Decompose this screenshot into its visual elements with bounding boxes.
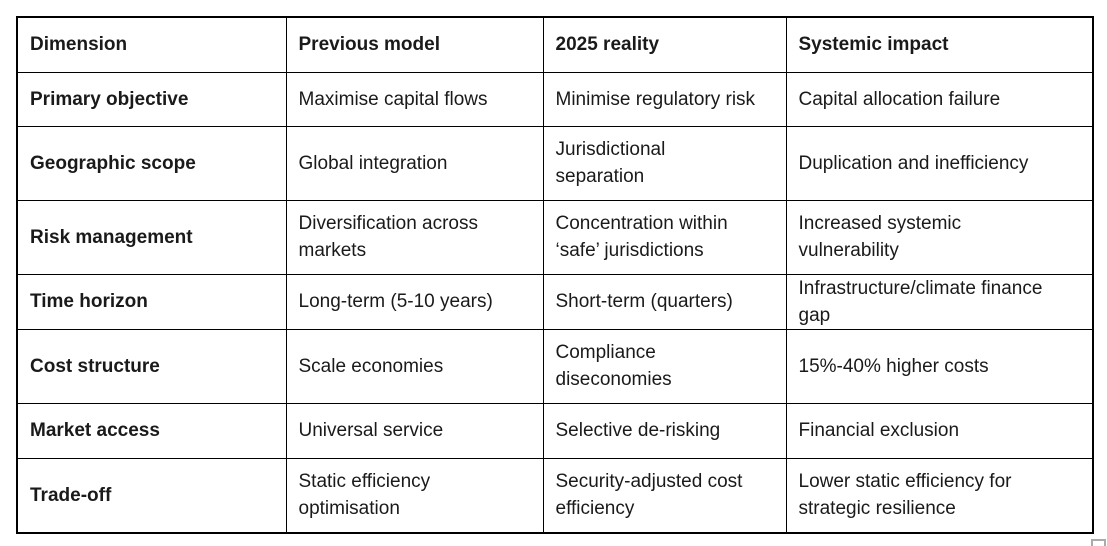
resize-handle[interactable]: [1091, 539, 1106, 546]
comparison-table: Dimension Previous model 2025 reality Sy…: [16, 16, 1094, 534]
cell-2025-reality: Security-adjusted cost efficiency: [542, 457, 787, 534]
cell-systemic-impact: Financial exclusion: [785, 402, 1094, 459]
cell-dimension: Geographic scope: [16, 125, 287, 201]
cell-previous-model: Diversification across markets: [285, 199, 544, 275]
table-row: Primary objective Maximise capital flows…: [16, 71, 1094, 127]
table-row: Trade-off Static efficiency optimisation…: [16, 457, 1094, 534]
cell-dimension: Cost structure: [16, 328, 287, 404]
table-header-row: Dimension Previous model 2025 reality Sy…: [16, 16, 1094, 73]
cell-dimension: Trade-off: [16, 457, 287, 534]
cell-systemic-impact: 15%-40% higher costs: [785, 328, 1094, 404]
cell-previous-model: Global integration: [285, 125, 544, 201]
cell-previous-model: Scale economies: [285, 328, 544, 404]
column-header-2025-reality: 2025 reality: [542, 16, 787, 73]
cell-2025-reality: Selective de-risking: [542, 402, 787, 459]
table-row: Cost structure Scale economies Complianc…: [16, 328, 1094, 404]
cell-previous-model: Universal service: [285, 402, 544, 459]
cell-systemic-impact: Infrastructure/climate finance gap: [785, 273, 1094, 330]
table-row: Time horizon Long-term (5-10 years) Shor…: [16, 273, 1094, 330]
column-header-dimension: Dimension: [16, 16, 287, 73]
table-row: Risk management Diversification across m…: [16, 199, 1094, 275]
cell-2025-reality: Minimise regulatory risk: [542, 71, 787, 127]
cell-previous-model: Long-term (5-10 years): [285, 273, 544, 330]
cell-2025-reality: Concentration within ‘safe’ jurisdiction…: [542, 199, 787, 275]
column-header-systemic-impact: Systemic impact: [785, 16, 1094, 73]
cell-systemic-impact: Duplication and inefficiency: [785, 125, 1094, 201]
cell-2025-reality: Jurisdictional separation: [542, 125, 787, 201]
cell-previous-model: Static efficiency optimisation: [285, 457, 544, 534]
cell-systemic-impact: Increased systemic vulnerability: [785, 199, 1094, 275]
cell-2025-reality: Compliance diseconomies: [542, 328, 787, 404]
cell-dimension: Time horizon: [16, 273, 287, 330]
table-row: Market access Universal service Selectiv…: [16, 402, 1094, 459]
cell-dimension: Risk management: [16, 199, 287, 275]
cell-systemic-impact: Capital allocation failure: [785, 71, 1094, 127]
cell-dimension: Primary objective: [16, 71, 287, 127]
cell-systemic-impact: Lower static efficiency for strategic re…: [785, 457, 1094, 534]
table-row: Geographic scope Global integration Juri…: [16, 125, 1094, 201]
cell-previous-model: Maximise capital flows: [285, 71, 544, 127]
cell-2025-reality: Short-term (quarters): [542, 273, 787, 330]
column-header-previous-model: Previous model: [285, 16, 544, 73]
cell-dimension: Market access: [16, 402, 287, 459]
